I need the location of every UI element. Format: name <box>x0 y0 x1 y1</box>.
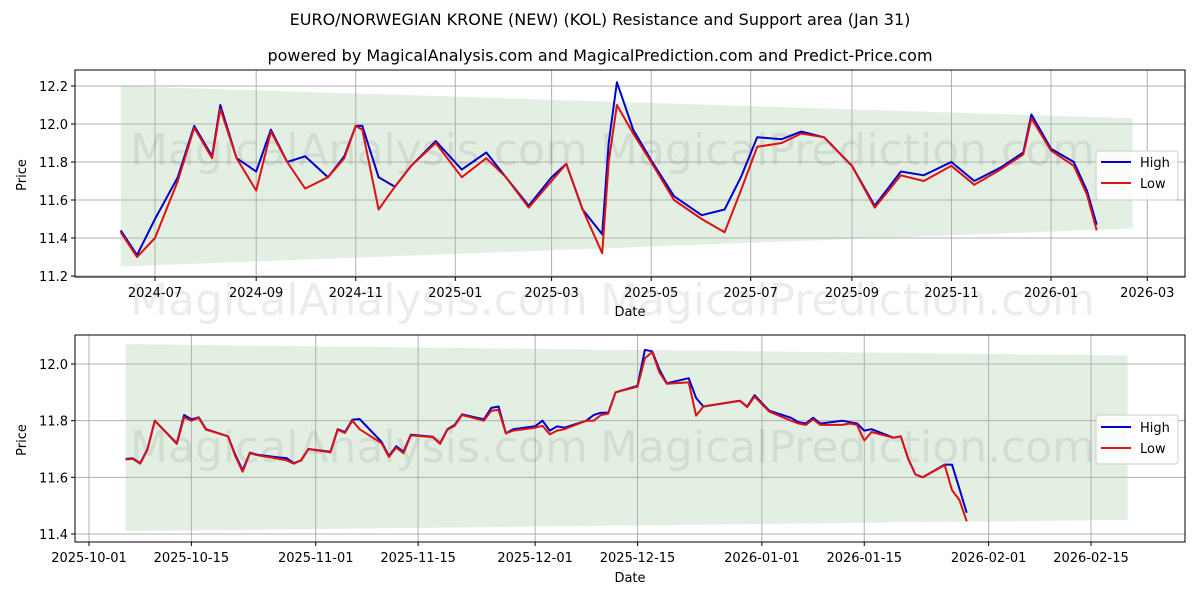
bottom-low-line <box>125 351 968 522</box>
y-tick-label: 11.6 <box>39 194 68 209</box>
top-support-resistance-band <box>120 86 1133 267</box>
x-tick-label: 2025-07 <box>724 286 778 301</box>
top-low-line <box>119 104 1098 258</box>
y-tick-label: 11.8 <box>39 415 68 430</box>
bottom-axes-frame <box>74 334 1186 543</box>
x-tick-label: 2026-02-01 <box>951 551 1027 566</box>
x-tick-label: 2026-01-01 <box>724 551 800 566</box>
x-tick-label: 2025-11-15 <box>380 551 456 566</box>
x-tick-label: 2024-07 <box>128 286 182 301</box>
watermark-top-right-2: MagicalPrediction.com <box>600 275 1095 326</box>
y-tick-label: 11.2 <box>39 270 68 285</box>
top-chart: MagicalAnalysis.com MagicalPrediction.co… <box>15 69 1186 326</box>
top-legend: High Low <box>1095 150 1179 201</box>
y-tick-label: 12.0 <box>39 118 68 133</box>
y-tick-label: 11.6 <box>39 471 68 486</box>
x-tick-label: 2024-11 <box>329 286 383 301</box>
y-tick-label: 11.4 <box>39 232 68 247</box>
legend-high-label: High <box>1140 421 1170 436</box>
x-tick-label: 2025-12-01 <box>497 551 573 566</box>
y-tick-label: 11.4 <box>39 528 68 543</box>
x-tick-label: 2025-12-15 <box>600 551 676 566</box>
x-tick-label: 2025-09 <box>825 286 879 301</box>
x-tick-label: 2025-11 <box>924 286 978 301</box>
x-tick-label: 2025-05 <box>624 286 678 301</box>
x-tick-label: 2025-01 <box>428 286 482 301</box>
top-y-axis-label: Price <box>15 159 30 191</box>
watermark-top-left-2: MagicalAnalysis.com <box>130 275 588 326</box>
top-legend-box <box>1095 150 1179 201</box>
top-x-axis-label: Date <box>614 305 645 320</box>
x-tick-label: 2026-02-15 <box>1053 551 1129 566</box>
x-tick-label: 2025-10-15 <box>154 551 230 566</box>
legend-low-label: Low <box>1140 442 1166 457</box>
y-tick-label: 12.0 <box>39 358 68 373</box>
x-tick-label: 2025-10-01 <box>51 551 127 566</box>
legend-high-label: High <box>1140 156 1170 171</box>
bottom-x-axis-label: Date <box>614 571 645 586</box>
top-x-ticks: 2024-07 2024-09 2024-11 2025-01 2025-03 2025-… <box>128 277 1174 301</box>
bottom-support-resistance-band <box>125 344 1128 532</box>
watermark-top-left: MagicalAnalysis.com <box>130 125 588 176</box>
x-tick-label: 2026-01 <box>1024 286 1078 301</box>
chart-subtitle: powered by MagicalAnalysis.com and Magic… <box>267 46 933 65</box>
bottom-legend: High Low <box>1095 414 1179 465</box>
y-tick-label: 11.8 <box>39 156 68 171</box>
bottom-grid <box>75 335 1185 542</box>
bottom-y-axis-label: Price <box>15 424 30 456</box>
x-tick-label: 2024-09 <box>229 286 283 301</box>
top-axes-frame <box>74 69 1186 278</box>
legend-low-label: Low <box>1140 177 1166 192</box>
bottom-chart: MagicalAnalysis.com MagicalPrediction.co… <box>15 334 1186 586</box>
top-y-ticks: 11.2 11.4 11.6 11.8 12.0 12.2 <box>39 80 75 285</box>
watermark-top-right: MagicalPrediction.com <box>600 125 1095 176</box>
chart-title: EURO/NORWEGIAN KRONE (NEW) (KOL) Resista… <box>289 10 911 29</box>
bottom-y-ticks: 11.4 11.6 11.8 12.0 <box>39 358 75 543</box>
x-tick-label: 2025-03 <box>524 286 578 301</box>
x-tick-label: 2026-01-15 <box>826 551 902 566</box>
bottom-x-ticks: 2025-10-01 2025-10-15 2025-11-01 2025-11-15… <box>51 542 1129 566</box>
x-tick-label: 2026-03 <box>1120 286 1174 301</box>
y-tick-label: 12.2 <box>39 80 68 95</box>
x-tick-label: 2025-11-01 <box>278 551 354 566</box>
watermark-bottom-right: MagicalPrediction.com <box>600 422 1095 473</box>
